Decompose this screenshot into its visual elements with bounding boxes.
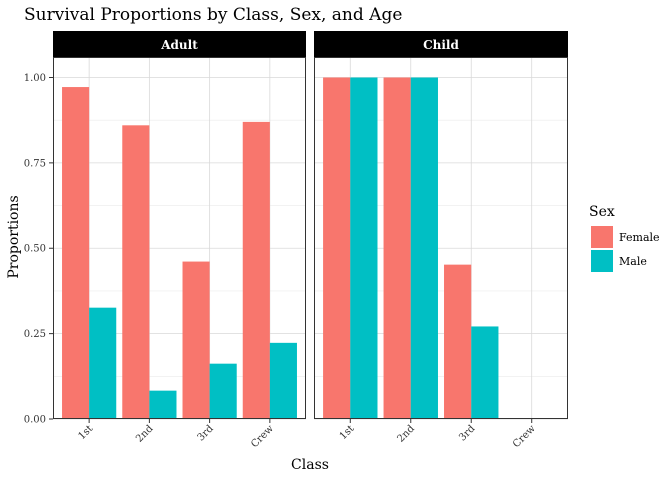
y-tick-label: 0.75 (24, 158, 46, 169)
legend-label-male: Male (619, 255, 647, 268)
legend-key-female (591, 226, 613, 248)
x-tick-label: 1st (338, 423, 357, 442)
bar-child-1st-female (323, 77, 351, 419)
facet-panels: Adult 1st 2nd 3rd Crew Child 1st 2nd 3rd Crew (53, 31, 568, 450)
bar-adult-1st-female (62, 87, 90, 420)
legend: Sex Female Male (589, 204, 660, 272)
bar-adult-crew-male (269, 342, 297, 419)
legend-key-male (591, 250, 613, 272)
x-tick-label: Crew (511, 423, 538, 450)
x-tick-label: 2nd (134, 423, 156, 445)
facet-panel-child: Child 1st 2nd 3rd Crew (314, 31, 568, 450)
y-tick-label: 0.25 (24, 329, 46, 340)
bar-child-2nd-male (410, 77, 438, 419)
y-tick-label: 0.50 (24, 244, 46, 255)
panel-border (53, 57, 306, 419)
y-axis-title: Proportions (6, 195, 22, 278)
x-tick-label: 1st (77, 423, 96, 442)
x-tick-label: 3rd (457, 423, 478, 444)
bar-child-3rd-female (444, 264, 472, 419)
bar-adult-2nd-male (149, 390, 177, 419)
y-axis: 0.00 0.25 0.50 0.75 1.00 (24, 73, 53, 426)
legend-title: Sex (589, 204, 615, 220)
facet-panel-adult: Adult 1st 2nd 3rd Crew (53, 31, 306, 450)
bar-adult-crew-female (242, 121, 270, 420)
bar-child-2nd-female (383, 77, 411, 419)
x-tick-label: 3rd (196, 423, 217, 444)
facet-strip-label-adult: Adult (160, 38, 198, 52)
y-tick-label: 1.00 (24, 73, 46, 84)
x-tick-label: Crew (249, 423, 276, 450)
x-tick-label: 2nd (396, 423, 418, 445)
bar-adult-3rd-female (182, 261, 210, 419)
bar-adult-2nd-female (122, 125, 150, 420)
facet-strip-child (314, 31, 568, 57)
bar-adult-3rd-male (209, 363, 237, 419)
facet-strip-label-child: Child (423, 38, 459, 52)
y-tick-label: 0.00 (24, 415, 46, 426)
bar-child-1st-male (350, 77, 378, 419)
facet-strip-adult (53, 31, 306, 57)
x-axis-title: Class (291, 457, 329, 473)
bar-child-3rd-male (471, 326, 499, 419)
panel-border (314, 57, 568, 419)
legend-label-female: Female (619, 231, 660, 244)
bar-adult-1st-male (89, 307, 117, 419)
chart-title: Survival Proportions by Class, Sex, and … (24, 5, 402, 25)
